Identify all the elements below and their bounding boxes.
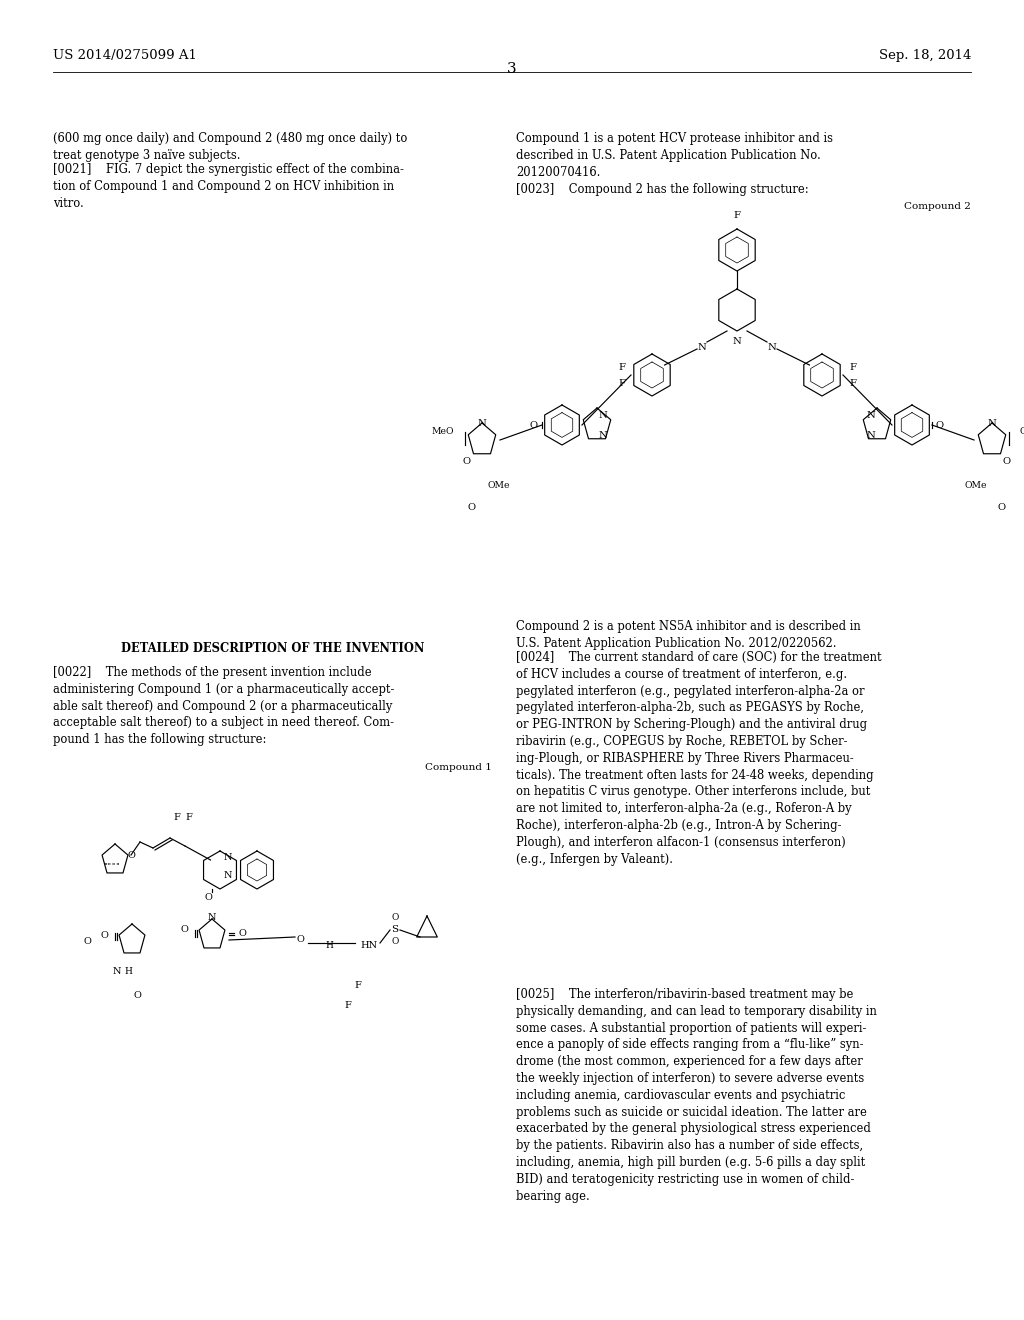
Text: OMe: OMe	[965, 480, 987, 490]
Text: N: N	[697, 342, 707, 351]
Text: O: O	[468, 503, 476, 512]
Text: F: F	[185, 813, 193, 822]
Text: N: N	[599, 411, 607, 420]
Text: OMe: OMe	[487, 480, 510, 490]
Text: F: F	[618, 363, 625, 371]
Text: Compound 2: Compound 2	[904, 202, 971, 211]
Text: O: O	[180, 925, 188, 935]
Text: O: O	[530, 421, 538, 429]
Text: Compound 2 is a potent NS5A inhibitor and is described in
U.S. Patent Applicatio: Compound 2 is a potent NS5A inhibitor an…	[516, 620, 861, 649]
Text: N: N	[208, 913, 216, 923]
Text: Compound 1: Compound 1	[425, 763, 492, 772]
Text: [0025]    The interferon/ribavirin-based treatment may be
physically demanding, : [0025] The interferon/ribavirin-based tr…	[516, 987, 877, 1203]
Text: DETAILED DESCRIPTION OF THE INVENTION: DETAILED DESCRIPTION OF THE INVENTION	[121, 642, 424, 655]
Text: [0023]    Compound 2 has the following structure:: [0023] Compound 2 has the following stru…	[516, 183, 809, 195]
Text: F: F	[733, 211, 740, 220]
Text: O: O	[128, 851, 136, 861]
Text: N: N	[477, 418, 486, 428]
Text: Sep. 18, 2014: Sep. 18, 2014	[879, 49, 971, 62]
Text: S: S	[391, 925, 398, 935]
Text: O: O	[83, 937, 91, 946]
Text: O: O	[1002, 458, 1011, 466]
Text: 3: 3	[507, 62, 517, 77]
Text: N: N	[768, 342, 776, 351]
Text: O: O	[998, 503, 1006, 512]
Text: N: N	[224, 870, 232, 879]
Text: O: O	[463, 458, 471, 466]
Text: F: F	[344, 1001, 351, 1010]
Text: O: O	[391, 937, 398, 946]
Text: US 2014/0275099 A1: US 2014/0275099 A1	[53, 49, 197, 62]
Text: N: N	[224, 854, 232, 862]
Text: H: H	[325, 940, 333, 949]
Text: OMe: OMe	[1020, 428, 1024, 437]
Text: HN: HN	[360, 940, 377, 949]
Text: F: F	[849, 379, 856, 388]
Text: N: N	[732, 337, 741, 346]
Text: [0021]    FIG. 7 depict the synergistic effect of the combina-
tion of Compound : [0021] FIG. 7 depict the synergistic eff…	[53, 162, 403, 210]
Text: (600 mg once daily) and Compound 2 (480 mg once daily) to
treat genotype 3 naïve: (600 mg once daily) and Compound 2 (480 …	[53, 132, 408, 162]
Text: F: F	[173, 813, 180, 822]
Text: F: F	[618, 379, 625, 388]
Text: N: N	[866, 411, 876, 420]
Text: O: O	[391, 913, 398, 923]
Text: [0024]    The current standard of care (SOC) for the treatment
of HCV includes a: [0024] The current standard of care (SOC…	[516, 651, 882, 866]
Text: N: N	[599, 430, 607, 440]
Text: MeO: MeO	[431, 428, 454, 437]
Text: O: O	[296, 936, 304, 945]
Text: Compound 1 is a potent HCV protease inhibitor and is
described in U.S. Patent Ap: Compound 1 is a potent HCV protease inhi…	[516, 132, 833, 178]
Text: O: O	[133, 990, 141, 999]
Text: N: N	[866, 430, 876, 440]
Text: N: N	[987, 418, 996, 428]
Text: F: F	[849, 363, 856, 371]
Text: O: O	[100, 931, 108, 940]
Text: O: O	[936, 421, 944, 429]
Text: [0022]    The methods of the present invention include
administering Compound 1 : [0022] The methods of the present invent…	[53, 667, 394, 746]
Text: N: N	[113, 968, 121, 977]
Text: F: F	[354, 981, 361, 990]
Text: O: O	[238, 928, 246, 937]
Text: H: H	[124, 968, 132, 977]
Text: O: O	[204, 894, 212, 903]
Text: """": """"	[103, 862, 121, 869]
